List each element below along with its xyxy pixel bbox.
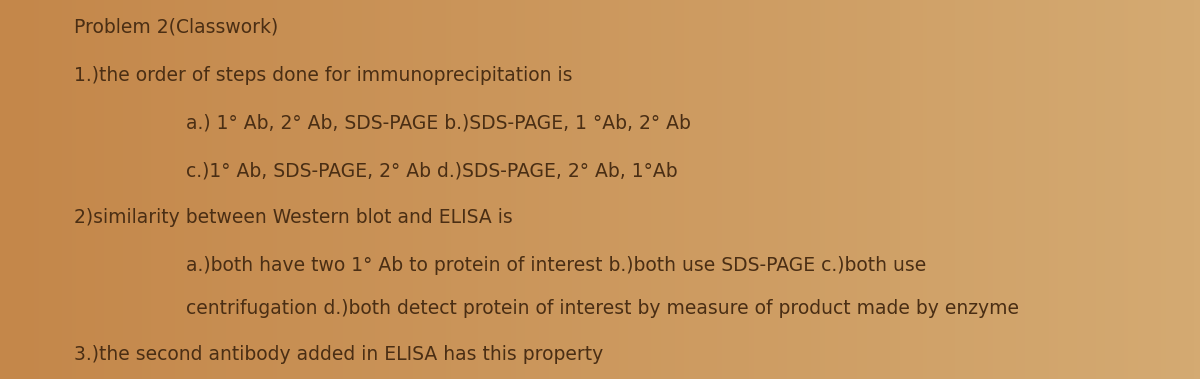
- Text: 3.)the second antibody added in ELISA has this property: 3.)the second antibody added in ELISA ha…: [74, 345, 604, 364]
- Text: 2)similarity between Western blot and ELISA is: 2)similarity between Western blot and EL…: [74, 208, 514, 227]
- Text: c.)1° Ab, SDS-PAGE, 2° Ab d.)SDS-PAGE, 2° Ab, 1°Ab: c.)1° Ab, SDS-PAGE, 2° Ab d.)SDS-PAGE, 2…: [186, 161, 678, 180]
- Text: centrifugation d.)both detect protein of interest by measure of product made by : centrifugation d.)both detect protein of…: [186, 299, 1019, 318]
- Text: a.)both have two 1° Ab to protein of interest b.)both use SDS-PAGE c.)both use: a.)both have two 1° Ab to protein of int…: [186, 256, 926, 275]
- Text: Problem 2(Classwork): Problem 2(Classwork): [74, 17, 278, 36]
- Text: a.) 1° Ab, 2° Ab, SDS-PAGE b.)SDS-PAGE, 1 °Ab, 2° Ab: a.) 1° Ab, 2° Ab, SDS-PAGE b.)SDS-PAGE, …: [186, 114, 691, 133]
- Text: 1.)the order of steps done for immunoprecipitation is: 1.)the order of steps done for immunopre…: [74, 66, 572, 85]
